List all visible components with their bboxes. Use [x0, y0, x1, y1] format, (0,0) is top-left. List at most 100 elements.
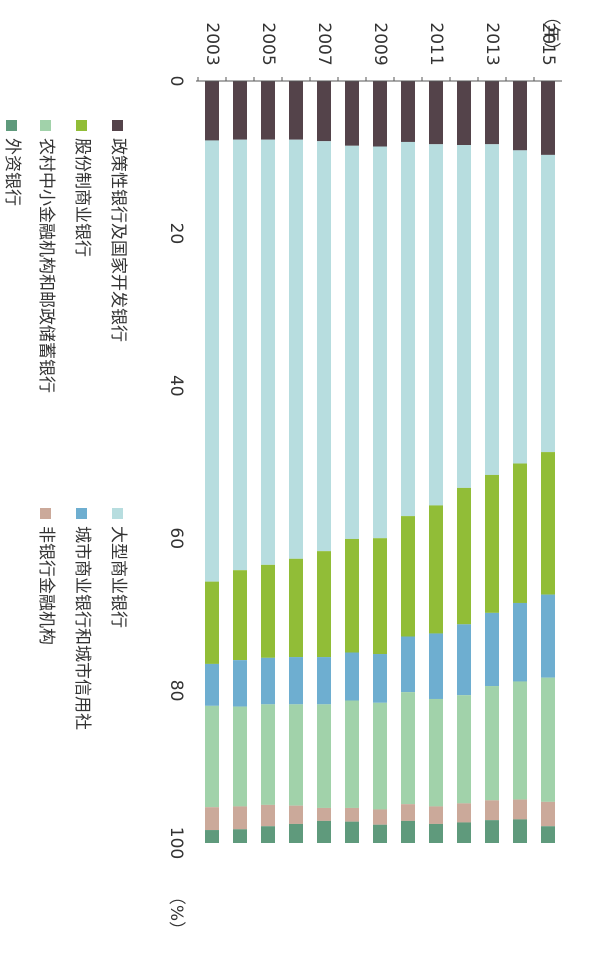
bar-segment-2010-s2 — [401, 516, 415, 637]
bar-segment-2014-s0 — [513, 81, 527, 151]
bar-segment-2011-s6 — [429, 823, 443, 843]
bar-segment-2009-s2 — [373, 538, 387, 655]
bar-segment-2007-s6 — [317, 820, 331, 843]
bar-segment-2010-s6 — [401, 820, 415, 843]
legend-swatch-s4 — [40, 120, 51, 131]
bar-segment-2013-s4 — [485, 686, 499, 801]
bar-segment-2011-s0 — [429, 81, 443, 145]
bar-segment-2009-s1 — [373, 146, 387, 539]
percent-tick-label-100: 100 — [166, 827, 186, 859]
bar-segment-2009-s6 — [373, 824, 387, 843]
bar-segment-2006-s6 — [289, 823, 303, 843]
bar-segment-2014-s4 — [513, 681, 527, 800]
bar-segment-2012-s1 — [457, 145, 471, 488]
legend-swatch-s5 — [40, 508, 51, 519]
percent-tick-label-60: 60 — [166, 527, 186, 549]
bar-segment-2015-s6 — [541, 826, 555, 843]
legend-label-s4: 农村中小金融机构和邮政储蓄银行 — [36, 138, 56, 393]
bar-segment-2004-s4 — [233, 706, 247, 807]
bar-segment-2015-s0 — [541, 81, 555, 155]
year-tick-label-2011: 2011 — [426, 22, 446, 65]
bar-segment-2008-s1 — [345, 145, 359, 539]
bar-segment-2003-s6 — [205, 830, 219, 843]
bar-segment-2004-s6 — [233, 829, 247, 843]
bar-segment-2015-s4 — [541, 677, 555, 802]
bar-segment-2005-s1 — [261, 139, 275, 565]
bar-segment-2008-s0 — [345, 81, 359, 146]
percent-tick-label-80: 80 — [166, 680, 186, 702]
bar-segment-2006-s1 — [289, 139, 303, 559]
bar-segment-2004-s5 — [233, 806, 247, 830]
bar-segment-2011-s1 — [429, 144, 443, 506]
bar-segment-2008-s6 — [345, 821, 359, 843]
bar-segment-2006-s3 — [289, 657, 303, 705]
legend-swatch-s1 — [112, 508, 123, 519]
bar-segment-2013-s1 — [485, 144, 499, 475]
bar-segment-2014-s6 — [513, 819, 527, 843]
bar-segment-2009-s4 — [373, 702, 387, 810]
percent-tick-label-20: 20 — [166, 223, 186, 245]
bar-segment-2004-s3 — [233, 660, 247, 707]
bar-segment-2014-s3 — [513, 602, 527, 682]
bar-segment-2014-s5 — [513, 799, 527, 820]
bar-segment-2005-s5 — [261, 804, 275, 827]
bar-segment-2015-s3 — [541, 594, 555, 678]
bar-segment-2005-s2 — [261, 564, 275, 658]
bar-segment-2012-s5 — [457, 803, 471, 823]
legend-label-s3: 城市商业银行和城市信用社 — [72, 526, 92, 730]
bar-segment-2004-s1 — [233, 139, 247, 571]
bar-segment-2008-s2 — [345, 538, 359, 653]
bar-segment-2011-s3 — [429, 633, 443, 699]
legend-swatch-s0 — [112, 120, 123, 131]
bar-segment-2015-s2 — [541, 452, 555, 595]
bar-segment-2005-s4 — [261, 704, 275, 805]
bar-segment-2011-s2 — [429, 505, 443, 634]
bar-segment-2005-s6 — [261, 826, 275, 843]
year-tick-label-2015: 2015 — [538, 22, 558, 65]
bar-segment-2005-s3 — [261, 657, 275, 705]
bar-segment-2012-s4 — [457, 695, 471, 804]
bar-segment-2007-s0 — [317, 81, 331, 142]
bar-segment-2009-s5 — [373, 809, 387, 825]
legend-label-s2: 股份制商业银行 — [72, 138, 92, 257]
bar-segment-2014-s1 — [513, 150, 527, 464]
year-tick-label-2003: 2003 — [202, 22, 222, 65]
bar-segment-2013-s3 — [485, 612, 499, 687]
bar-segment-2010-s0 — [401, 81, 415, 142]
bar-segment-2013-s0 — [485, 81, 499, 145]
year-tick-label-2013: 2013 — [482, 22, 502, 65]
bar-segment-2008-s5 — [345, 807, 359, 822]
year-axis-unit: （年） — [541, 8, 561, 59]
bar-segment-2013-s5 — [485, 800, 499, 821]
legend-label-s6: 外资银行 — [2, 138, 22, 206]
bar-segment-2005-s0 — [261, 81, 275, 140]
bar-segment-2003-s3 — [205, 663, 219, 706]
bar-segment-2010-s3 — [401, 636, 415, 693]
legend-label-s5: 非银行金融机构 — [36, 526, 56, 645]
bar-segment-2008-s3 — [345, 652, 359, 701]
bar-segment-2008-s4 — [345, 700, 359, 808]
bar-segment-2011-s5 — [429, 806, 443, 824]
legend-label-s1: 大型商业银行 — [108, 526, 128, 628]
bar-segment-2004-s2 — [233, 570, 247, 661]
bar-segment-2012-s6 — [457, 822, 471, 843]
bar-segment-2007-s3 — [317, 657, 331, 705]
bar-segment-2007-s2 — [317, 551, 331, 658]
bar-segment-2003-s0 — [205, 81, 219, 141]
bar-segment-2011-s4 — [429, 698, 443, 807]
bar-segment-2015-s1 — [541, 154, 555, 453]
legend-swatch-s6 — [6, 120, 17, 131]
bar-segment-2013-s6 — [485, 820, 499, 843]
chart-labels: 2003 2005 2007 2009 2011 2013 2015（年） 0 20 40 60 80… — [166, 8, 561, 938]
bar-segment-2003-s5 — [205, 807, 219, 831]
bar-segment-2003-s2 — [205, 581, 219, 664]
bar-segment-2015-s5 — [541, 801, 555, 827]
bar-segment-2009-s3 — [373, 654, 387, 703]
bar-segment-2013-s2 — [485, 474, 499, 613]
bar-segment-2004-s0 — [233, 81, 247, 140]
chart-plot-area — [196, 77, 562, 843]
bar-segment-2006-s0 — [289, 81, 303, 140]
legend-swatch-s2 — [76, 120, 87, 131]
